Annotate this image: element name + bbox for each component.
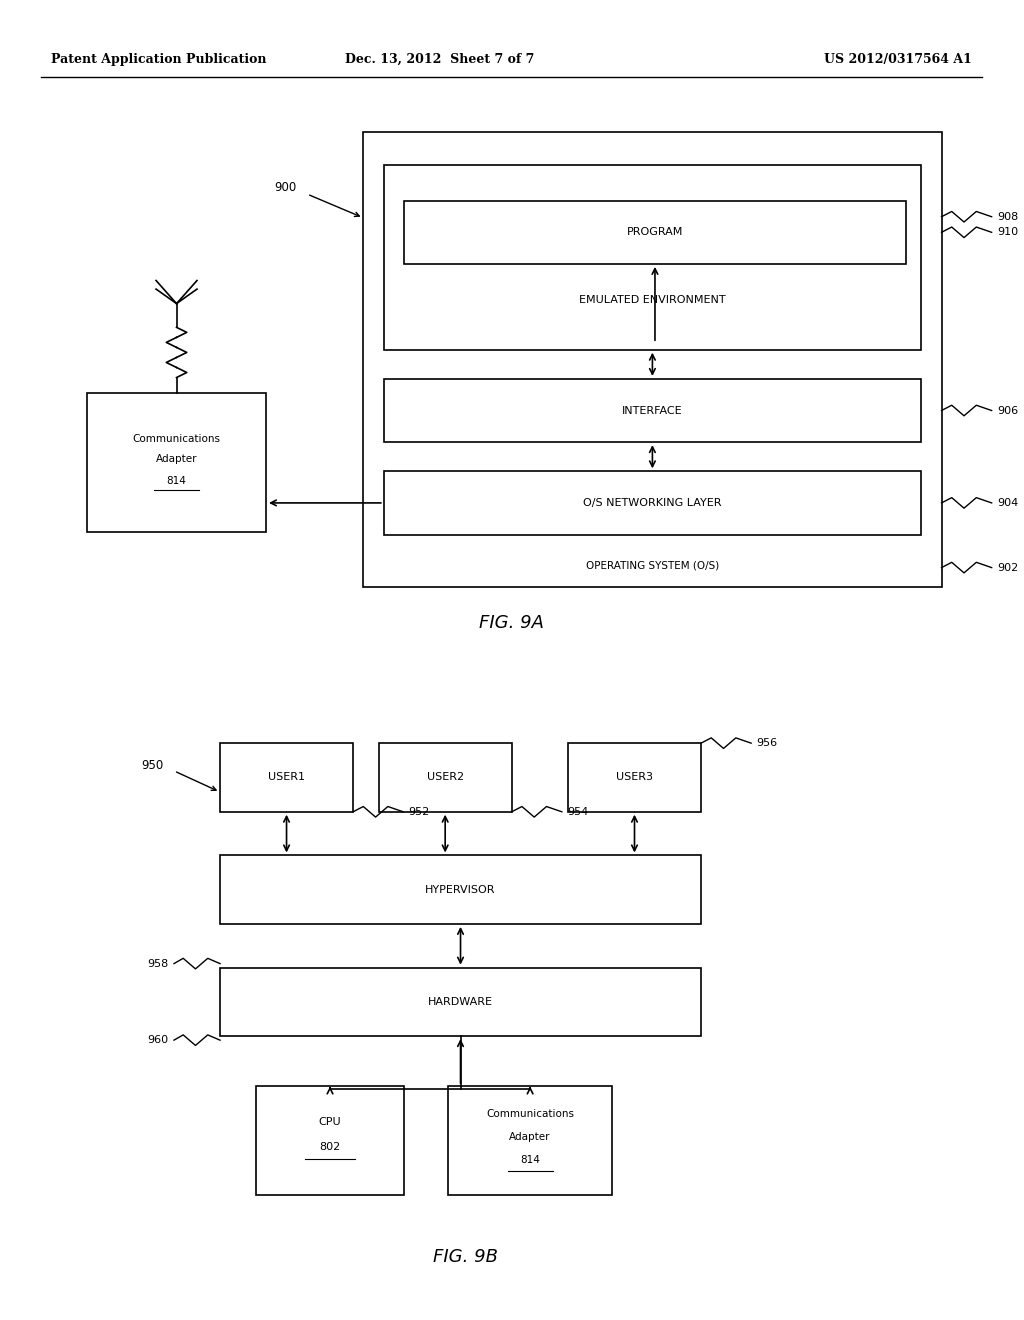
Text: US 2012/0317564 A1: US 2012/0317564 A1	[824, 53, 972, 66]
Text: 960: 960	[147, 1035, 169, 1045]
Text: Adapter: Adapter	[509, 1131, 551, 1142]
FancyBboxPatch shape	[384, 165, 921, 350]
Text: 906: 906	[996, 405, 1018, 416]
FancyBboxPatch shape	[220, 968, 701, 1036]
Text: 958: 958	[147, 958, 169, 969]
FancyBboxPatch shape	[379, 743, 512, 812]
Text: 814: 814	[520, 1155, 540, 1166]
Text: USER1: USER1	[268, 772, 305, 783]
FancyBboxPatch shape	[256, 1086, 404, 1195]
FancyBboxPatch shape	[220, 855, 701, 924]
FancyBboxPatch shape	[384, 379, 921, 442]
Text: PROGRAM: PROGRAM	[627, 227, 683, 238]
FancyBboxPatch shape	[220, 743, 353, 812]
FancyBboxPatch shape	[404, 201, 905, 264]
FancyBboxPatch shape	[568, 743, 701, 812]
Text: 802: 802	[319, 1142, 341, 1152]
Text: Patent Application Publication: Patent Application Publication	[51, 53, 266, 66]
Text: 900: 900	[274, 181, 297, 194]
Text: USER3: USER3	[616, 772, 653, 783]
Text: INTERFACE: INTERFACE	[623, 405, 683, 416]
Text: 904: 904	[996, 498, 1018, 508]
FancyBboxPatch shape	[364, 132, 941, 587]
Text: 908: 908	[996, 211, 1018, 222]
Text: HARDWARE: HARDWARE	[428, 997, 493, 1007]
Text: 814: 814	[167, 477, 186, 486]
FancyBboxPatch shape	[449, 1086, 612, 1195]
Text: Adapter: Adapter	[156, 454, 198, 463]
Text: 950: 950	[141, 759, 164, 772]
Text: FIG. 9A: FIG. 9A	[479, 614, 544, 632]
Text: HYPERVISOR: HYPERVISOR	[425, 884, 496, 895]
FancyBboxPatch shape	[87, 393, 266, 532]
Text: Dec. 13, 2012  Sheet 7 of 7: Dec. 13, 2012 Sheet 7 of 7	[345, 53, 535, 66]
Text: Communications: Communications	[132, 434, 220, 444]
Text: 902: 902	[996, 562, 1018, 573]
Text: Communications: Communications	[486, 1109, 574, 1119]
Text: OPERATING SYSTEM (O/S): OPERATING SYSTEM (O/S)	[586, 560, 719, 570]
Text: 952: 952	[409, 807, 430, 817]
Text: 910: 910	[996, 227, 1018, 238]
Text: 956: 956	[757, 738, 777, 748]
Text: 954: 954	[567, 807, 588, 817]
Text: FIG. 9B: FIG. 9B	[433, 1247, 498, 1266]
Text: EMULATED ENVIRONMENT: EMULATED ENVIRONMENT	[580, 294, 726, 305]
Text: O/S NETWORKING LAYER: O/S NETWORKING LAYER	[583, 498, 722, 508]
Text: CPU: CPU	[318, 1117, 341, 1127]
Text: USER2: USER2	[427, 772, 464, 783]
FancyBboxPatch shape	[384, 471, 921, 535]
